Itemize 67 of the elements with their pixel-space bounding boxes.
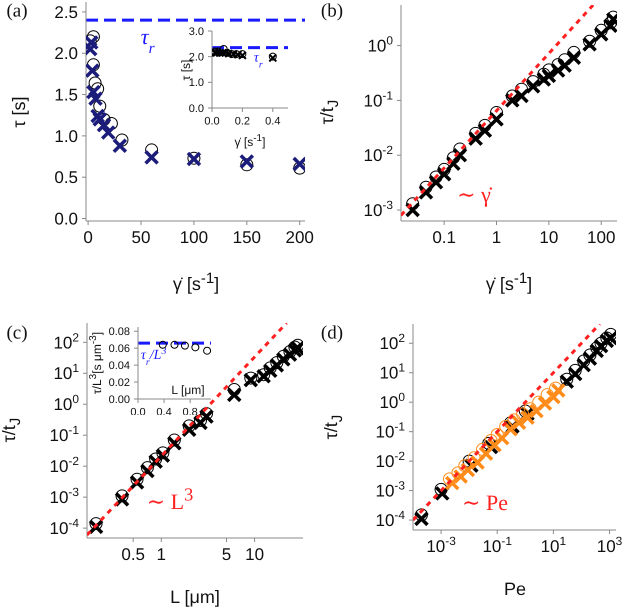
- y-tick-label: 2.5: [54, 2, 78, 22]
- x-tick-label: 0: [83, 228, 93, 248]
- chart-title: (a): [6, 0, 28, 24]
- annotation: ∼ Pe: [462, 490, 508, 516]
- y-tick-label: 10$^{-2}$: [50, 454, 80, 476]
- x-axis-title: γ̇ [s$^{-1}$]: [486, 270, 532, 296]
- y-tick-label: 0.00: [108, 394, 130, 406]
- y-tick-label: 0.06: [108, 343, 130, 356]
- x-tick-label: 100: [587, 228, 616, 248]
- y-tick-label: 10$^{-3}$: [364, 198, 394, 220]
- x-tick-label: 10$^{1}$: [540, 534, 567, 556]
- y-tick-label: 0.0: [54, 209, 78, 228]
- y-tick-label: 10$^{1}$: [53, 361, 80, 384]
- y-tick-label: 10$^{2}$: [379, 331, 406, 354]
- y-tick-label: 10$^{0}$: [53, 392, 80, 414]
- y-tick-label: 0.5: [54, 168, 78, 188]
- y-tick-label: 10$^{-2}$: [364, 143, 394, 166]
- y-tick-label: 1.0: [188, 77, 204, 90]
- x-tick-label: 150: [232, 228, 261, 248]
- x-axis-title: L [μm]: [171, 382, 205, 398]
- y-tick-label: 10$^{-2}$: [376, 449, 406, 472]
- y-tick-label: 10$^{0}$: [379, 390, 406, 412]
- y-tick-label: 10$^{-1}$: [50, 423, 80, 446]
- y-tick-label: 1.5: [54, 86, 78, 105]
- y-tick-label: 10$^{-1}$: [364, 88, 394, 110]
- x-axis-title: L [μm]: [170, 587, 220, 609]
- y-tick-label: 0.04: [108, 360, 130, 372]
- x-tick-label: 1: [492, 228, 502, 248]
- x-tick-label: 50: [132, 228, 150, 248]
- x-tick-label: 1: [156, 545, 166, 564]
- y-tick-label: 3.0: [188, 26, 204, 38]
- y-tick-label: 0.0: [188, 102, 204, 115]
- y-tick-label: 10$^{-3}$: [376, 478, 406, 501]
- y-tick-label: 10$^{2}$: [53, 330, 80, 352]
- annotation: ∼ γ̇: [457, 182, 491, 208]
- x-tick-label: 200: [286, 228, 314, 248]
- annotation: ∼ L$^{3}$: [146, 484, 194, 516]
- y-tick-label: 1.0: [54, 126, 78, 146]
- x-tick-label: 10: [539, 228, 558, 248]
- x-tick-label: 100: [180, 228, 208, 248]
- x-axis-title: γ̇ [s$^{-1}$]: [234, 132, 266, 150]
- y-tick-label: 10$^{-3}$: [50, 485, 80, 508]
- y-tick-label: 10$^{-4}$: [376, 508, 406, 530]
- y-tick-label: 10$^{-4}$: [50, 516, 80, 538]
- x-tick-label: 5: [222, 545, 232, 564]
- x-tick-label: 0.2: [234, 115, 250, 128]
- x-tick-label: 10$^{-1}$: [482, 534, 512, 556]
- x-tick-label: 10$^{3}$: [596, 534, 623, 556]
- chart-title: (c): [6, 322, 28, 346]
- y-tick-label: 0.02: [108, 376, 130, 389]
- x-tick-label: 0.4: [265, 115, 280, 128]
- y-axis-title: τ [s]: [9, 96, 30, 128]
- x-tick-label: 10$^{-3}$: [426, 534, 456, 556]
- y-tick-label: 2.0: [54, 44, 78, 64]
- ref-line-label: τ$_{r}$: [140, 24, 156, 57]
- x-tick-label: 0.5: [121, 545, 146, 564]
- x-tick-label: 0.1: [432, 228, 456, 248]
- chart-title: (b): [320, 0, 344, 24]
- y-tick-label: 0.08: [108, 326, 130, 338]
- x-tick-label: 10: [245, 545, 264, 564]
- y-tick-label: 10$^{1}$: [379, 360, 406, 383]
- ref-line-label: τ$_{r}$: [254, 50, 263, 70]
- x-axis-title: γ̇ [s$^{-1}$]: [172, 270, 220, 296]
- x-tick-label: 0.0: [204, 115, 220, 128]
- chart-title: (d): [320, 322, 344, 346]
- y-tick-label: 10$^{0}$: [367, 34, 394, 56]
- x-axis-title: Pe: [504, 579, 526, 601]
